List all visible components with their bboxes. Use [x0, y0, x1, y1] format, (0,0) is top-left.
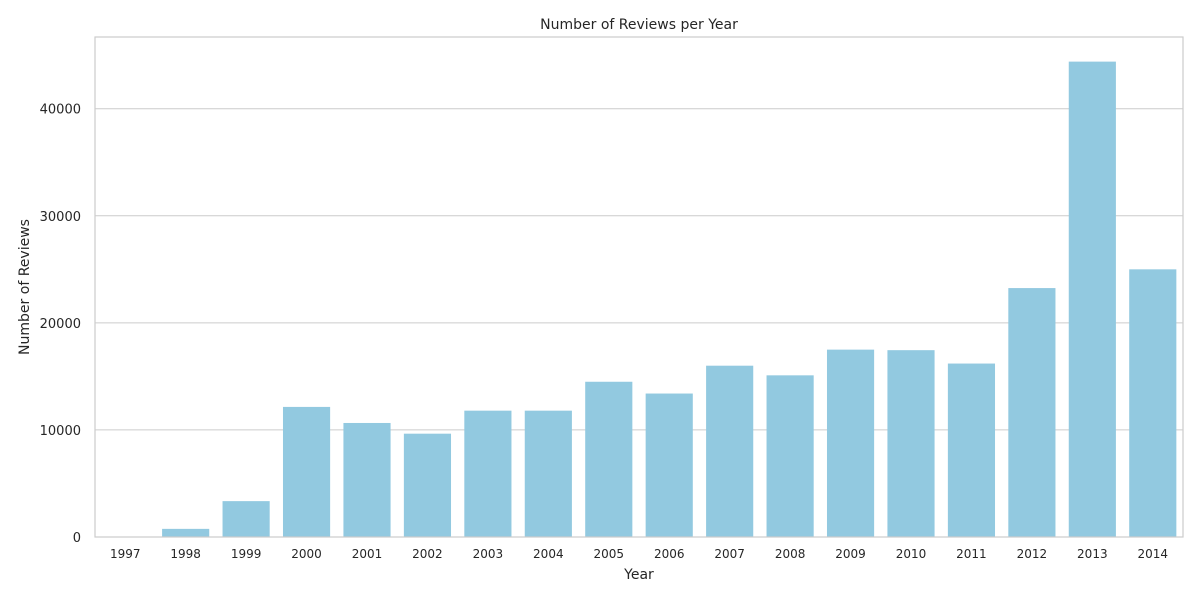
bar-2013 — [1068, 61, 1116, 537]
x-tick-label-2003: 2003 — [473, 547, 504, 561]
bar-2009 — [826, 349, 875, 537]
bar-2008 — [766, 375, 814, 537]
x-axis-label: Year — [623, 567, 654, 583]
y-tick-label: 30000 — [40, 210, 81, 225]
y-tick-label: 40000 — [40, 103, 81, 118]
x-tick-label-2010: 2010 — [896, 547, 927, 561]
x-tick-label-2006: 2006 — [654, 547, 685, 561]
bars-layer — [101, 61, 1177, 537]
bar-2010 — [887, 350, 935, 537]
x-tick-label-2008: 2008 — [775, 547, 806, 561]
bar-2011 — [947, 363, 996, 537]
chart-title: Number of Reviews per Year — [540, 17, 738, 33]
y-tick-label: 10000 — [40, 424, 81, 439]
y-axis-label: Number of Reviews — [17, 219, 33, 355]
x-tick-label-2000: 2000 — [291, 547, 322, 561]
bar-2006 — [645, 393, 693, 537]
y-axis-ticks: 0 10000 20000 30000 40000 — [40, 103, 81, 546]
bar-1998 — [162, 528, 210, 537]
plot-frame — [94, 36, 1184, 538]
x-tick-label-2004: 2004 — [533, 547, 564, 561]
x-tick-label-2001: 2001 — [352, 547, 383, 561]
x-tick-label-2009: 2009 — [835, 547, 866, 561]
x-tick-label-2012: 2012 — [1017, 547, 1048, 561]
bar-2012 — [1008, 288, 1056, 537]
x-tick-label-1998: 1998 — [170, 547, 201, 561]
bar-1999 — [222, 501, 270, 537]
x-tick-label-2005: 2005 — [594, 547, 625, 561]
bar-2003 — [464, 410, 512, 537]
bar-2005 — [585, 381, 633, 537]
bar-2000 — [282, 406, 331, 537]
bar-2001 — [343, 422, 391, 537]
x-tick-label-1997: 1997 — [110, 547, 141, 561]
x-tick-label-2013: 2013 — [1077, 547, 1108, 561]
x-tick-label-2011: 2011 — [956, 547, 987, 561]
x-tick-label-1999: 1999 — [231, 547, 262, 561]
bar-2002 — [403, 433, 452, 537]
bar-2007 — [706, 365, 754, 537]
y-tick-label: 0 — [73, 531, 81, 546]
x-axis-ticks: 1997 1998 1999 2000 2001 2002 2003 2004 2005 2006… — [110, 547, 1168, 561]
bar-2004 — [524, 410, 572, 537]
x-tick-label-2002: 2002 — [412, 547, 443, 561]
x-tick-label-2014: 2014 — [1138, 547, 1169, 561]
x-tick-label-2007: 2007 — [714, 547, 745, 561]
bar-2014 — [1129, 269, 1177, 537]
y-tick-label: 20000 — [40, 317, 81, 332]
